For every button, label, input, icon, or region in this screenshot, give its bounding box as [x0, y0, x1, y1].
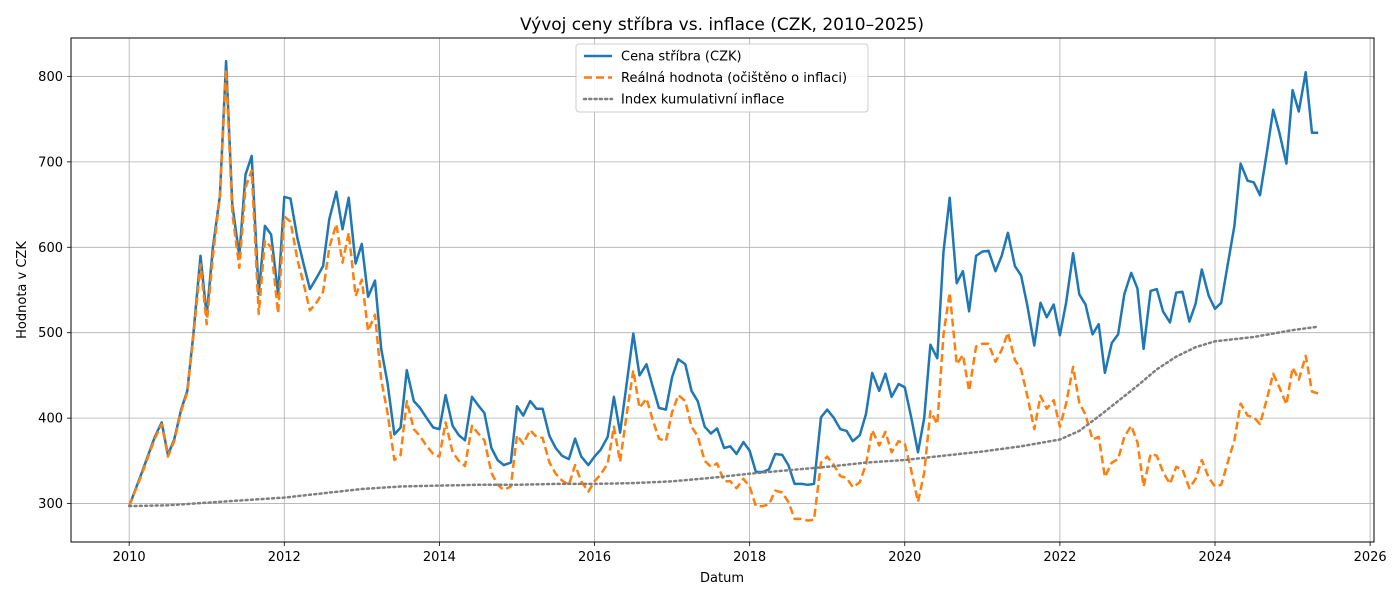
series-line-2	[128, 68, 1319, 522]
x-tick-label: 2018	[733, 550, 766, 565]
chart-title: Vývoj ceny stříbra vs. inflace (CZK, 201…	[520, 15, 924, 35]
x-tick-label: 2012	[268, 550, 301, 565]
series-line-1	[128, 59, 1319, 507]
x-tick-label: 2020	[888, 550, 921, 565]
x-tick-label: 2022	[1043, 550, 1076, 565]
plot-frame	[70, 37, 1375, 543]
legend-label-3: Index kumulativní inflace	[621, 93, 784, 108]
legend-box	[575, 43, 869, 113]
y-tick-label: 800	[38, 70, 63, 85]
x-tick-label: 2026	[1354, 550, 1387, 565]
x-tick-label: 2024	[1198, 550, 1231, 565]
y-tick-label: 500	[38, 326, 63, 341]
y-tick-label: 700	[38, 155, 63, 170]
ticks: 2010 2012 2014 2016 2018 2020 2022 2024 2026 300 4…	[38, 70, 1386, 565]
y-tick-label: 300	[38, 497, 63, 512]
series-layer	[127, 59, 1320, 522]
x-tick-label: 2010	[113, 550, 146, 565]
x-tick-label: 2016	[578, 550, 611, 565]
series-line-3	[127, 325, 1320, 508]
y-axis-label: Hodnota v CZK	[15, 241, 30, 339]
x-axis-label: Datum	[700, 571, 744, 586]
legend-label-1: Cena stříbra (CZK)	[621, 50, 742, 65]
legend: Cena stříbra (CZK) Reálná hodnota (očiště…	[575, 43, 869, 113]
x-tick-label: 2014	[423, 550, 456, 565]
y-tick-label: 600	[38, 241, 63, 256]
y-tick-label: 400	[38, 412, 63, 427]
legend-label-2: Reálná hodnota (očištěno o inflaci)	[621, 71, 847, 86]
